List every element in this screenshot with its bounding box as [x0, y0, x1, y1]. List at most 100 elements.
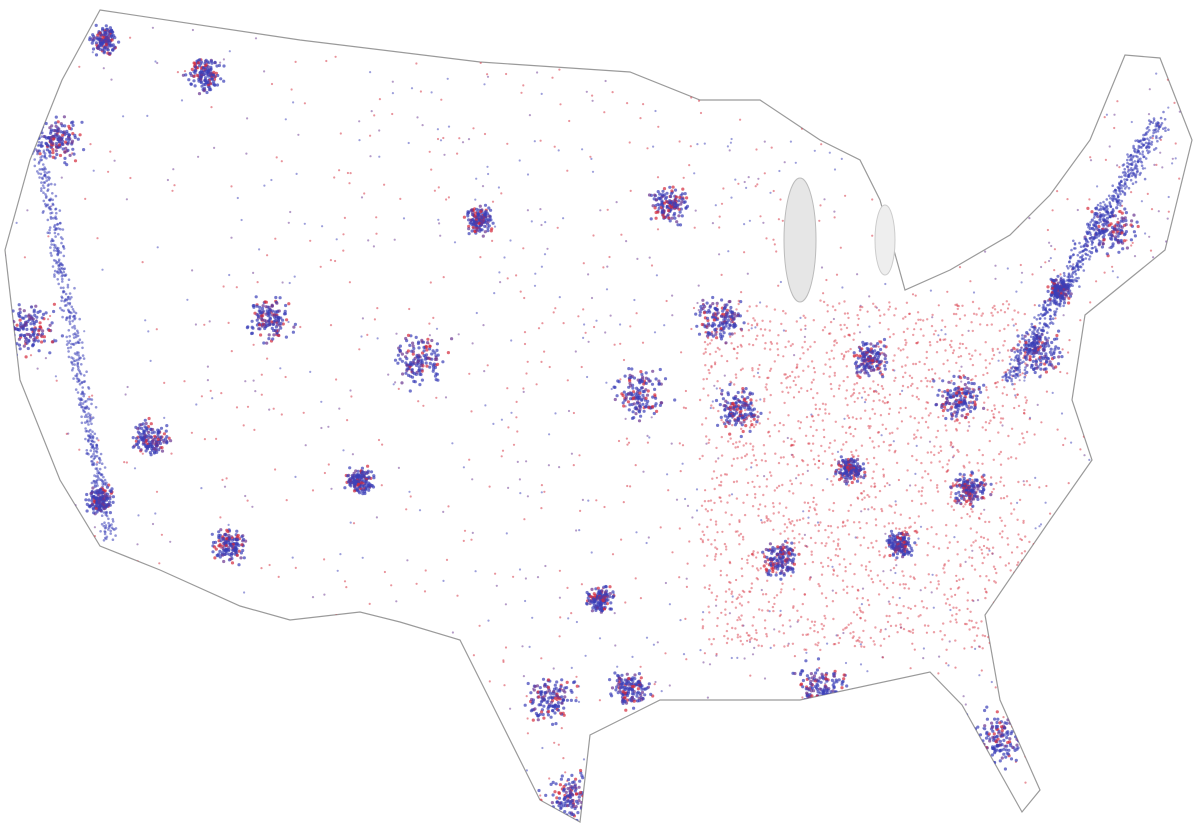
dot [512, 443, 516, 446]
dot [1002, 716, 1005, 719]
dot [261, 304, 265, 308]
dot [981, 238, 984, 242]
dot [1163, 538, 1166, 542]
dot [946, 24, 950, 27]
dot [585, 602, 589, 606]
dot [417, 346, 421, 350]
dot [406, 559, 409, 562]
dot [790, 453, 793, 456]
dot [1029, 132, 1032, 135]
dot [206, 379, 209, 382]
dot [516, 460, 519, 463]
dot [1014, 394, 1017, 397]
dot [413, 380, 417, 384]
dot [654, 396, 658, 400]
dot [851, 750, 854, 753]
dot [591, 94, 594, 97]
dot [141, 452, 144, 455]
dot [622, 501, 625, 504]
dot [1020, 271, 1024, 274]
dot [793, 354, 796, 357]
dot [163, 381, 166, 384]
dot [428, 361, 432, 365]
dot [815, 758, 819, 761]
dot [578, 831, 581, 834]
dot [949, 608, 952, 612]
dot [1020, 538, 1024, 542]
dot [956, 776, 959, 779]
dot [764, 13, 768, 17]
dot [567, 818, 571, 822]
dot [312, 12, 315, 16]
dot [1194, 407, 1196, 409]
dot [486, 73, 489, 76]
dot [632, 396, 636, 400]
dot [584, 814, 588, 817]
dot [805, 810, 808, 814]
dot [955, 206, 959, 209]
dot [582, 336, 585, 339]
dot [652, 145, 655, 148]
dot [946, 470, 949, 473]
dot [731, 67, 734, 70]
dot [656, 210, 660, 214]
dot [1103, 456, 1106, 459]
dot [470, 410, 473, 413]
dot [521, 645, 524, 648]
dot [203, 76, 208, 80]
dot [1089, 722, 1092, 725]
dot [217, 530, 221, 534]
dot [565, 680, 569, 685]
dot [907, 86, 910, 89]
dot [54, 121, 58, 125]
dot [632, 706, 636, 710]
dot [326, 795, 329, 798]
dot [1066, 6, 1068, 8]
dot [16, 752, 19, 756]
dot [391, 80, 394, 83]
dot [445, 198, 448, 201]
dot [189, 82, 193, 86]
dot [52, 302, 57, 306]
dot [1171, 162, 1174, 165]
dot [17, 337, 21, 341]
dot [572, 411, 576, 415]
dot [631, 689, 635, 693]
dot [686, 504, 690, 507]
dot [886, 14, 889, 17]
dot [769, 646, 772, 650]
dot [623, 678, 627, 682]
dot [108, 42, 112, 46]
dot [23, 256, 26, 259]
dot [77, 581, 80, 584]
dot [85, 509, 89, 513]
dot [951, 758, 954, 762]
dot [503, 684, 506, 687]
dot [157, 733, 160, 736]
dot [108, 510, 112, 515]
dot [745, 738, 748, 742]
dot [399, 197, 402, 200]
dot [1065, 569, 1068, 573]
dot [1060, 412, 1064, 415]
dot [1038, 810, 1042, 814]
dot [85, 492, 89, 497]
dot [61, 133, 65, 137]
dot [636, 687, 641, 691]
dot [227, 321, 230, 324]
dot [991, 7, 993, 9]
dot [590, 296, 594, 300]
dot [211, 798, 214, 802]
dot [55, 570, 58, 573]
dot [889, 529, 894, 533]
dot [793, 655, 797, 658]
dot [1087, 653, 1090, 656]
dot [553, 683, 557, 687]
dot [651, 713, 654, 716]
dot [681, 462, 684, 465]
dot [977, 150, 980, 153]
dot [411, 352, 415, 356]
dot [395, 600, 398, 603]
dot [91, 47, 96, 51]
dot [574, 777, 578, 781]
